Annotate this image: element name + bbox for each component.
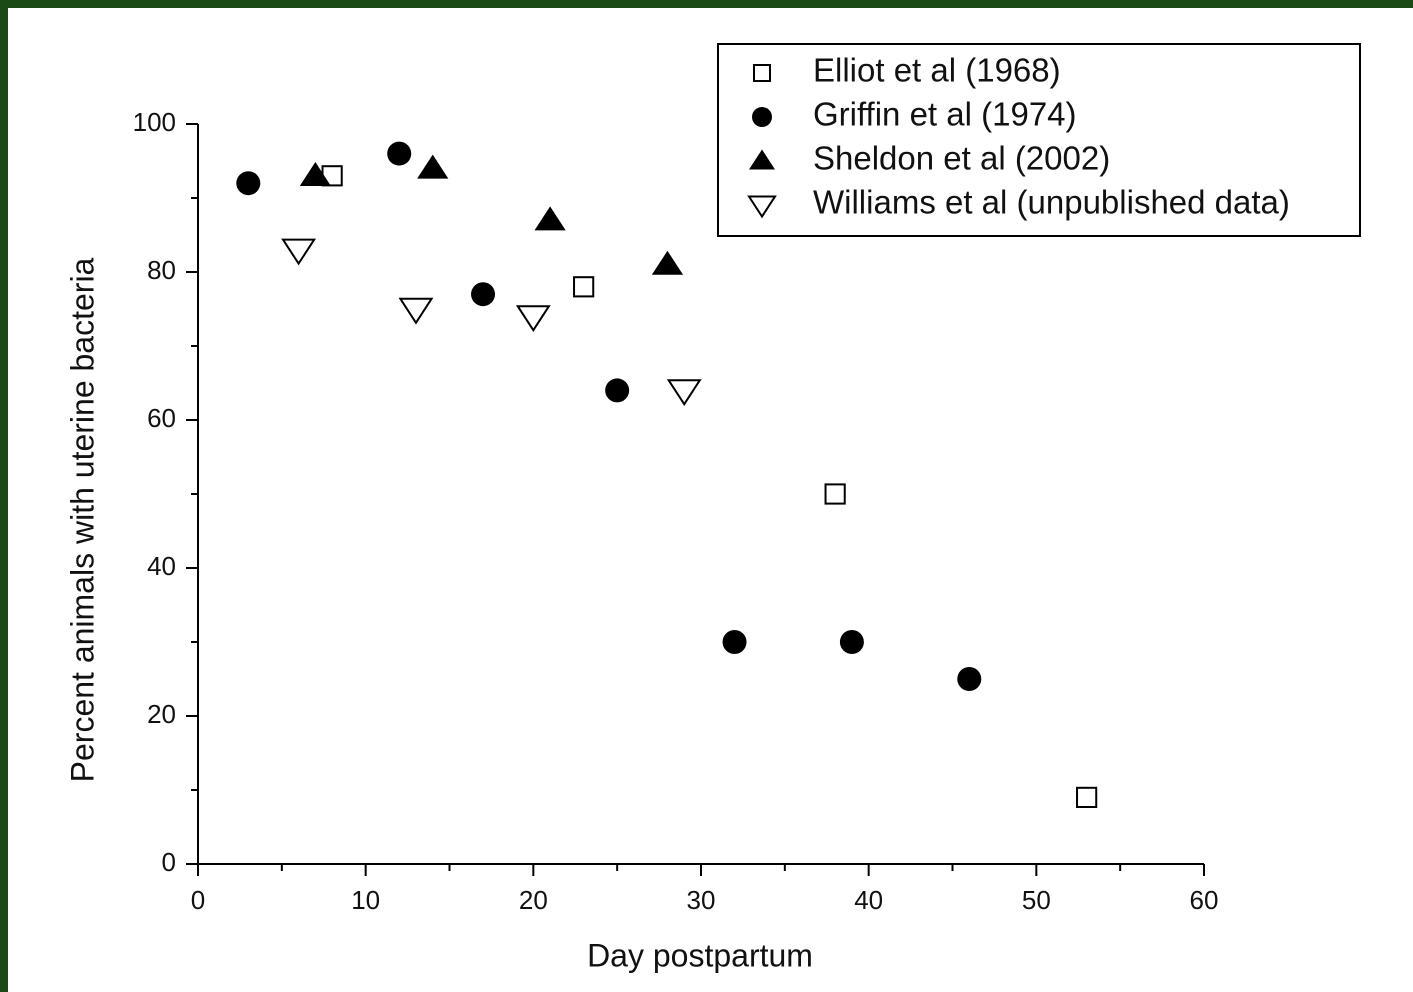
y-tick-label: 0 [162,847,176,877]
point [605,378,630,403]
y-tick-label: 100 [133,107,176,137]
legend-label: Elliot et al (1968) [813,52,1061,89]
point [281,238,317,266]
point [387,141,412,166]
point [573,276,595,298]
legend-label: Sheldon et al (2002) [813,140,1110,177]
x-axis-label: Day postpartum [587,937,813,973]
point [398,297,434,325]
y-tick-label: 20 [147,699,176,729]
x-tick-label: 30 [687,885,716,915]
x-tick-label: 60 [1190,885,1219,915]
x-tick-label: 20 [519,885,548,915]
point [957,667,982,691]
legend-marker [752,107,772,127]
point [417,154,449,179]
legend-label: Williams et al (unpublished data) [813,184,1290,221]
x-tick-label: 0 [191,885,205,915]
point [1076,786,1098,808]
legend-box [717,43,1361,237]
y-axis-label: Percent animals with uterine bacteria [64,257,100,782]
point [839,630,864,654]
legend-marker [753,64,771,82]
x-tick-label: 50 [1022,885,1051,915]
legend-marker [749,149,775,170]
point [824,483,846,505]
point [666,379,702,407]
y-tick-label: 40 [147,551,176,581]
point [651,250,684,275]
y-tick-label: 80 [147,255,176,285]
point [534,206,566,231]
legend-label: Griffin et al (1974) [813,96,1077,133]
x-tick-label: 10 [351,885,380,915]
point [299,162,331,186]
point [236,171,261,196]
x-tick-label: 40 [854,885,883,915]
y-tick-label: 60 [147,403,176,433]
point [515,305,551,333]
point [471,282,496,307]
legend-marker [747,195,777,219]
point [722,630,747,654]
